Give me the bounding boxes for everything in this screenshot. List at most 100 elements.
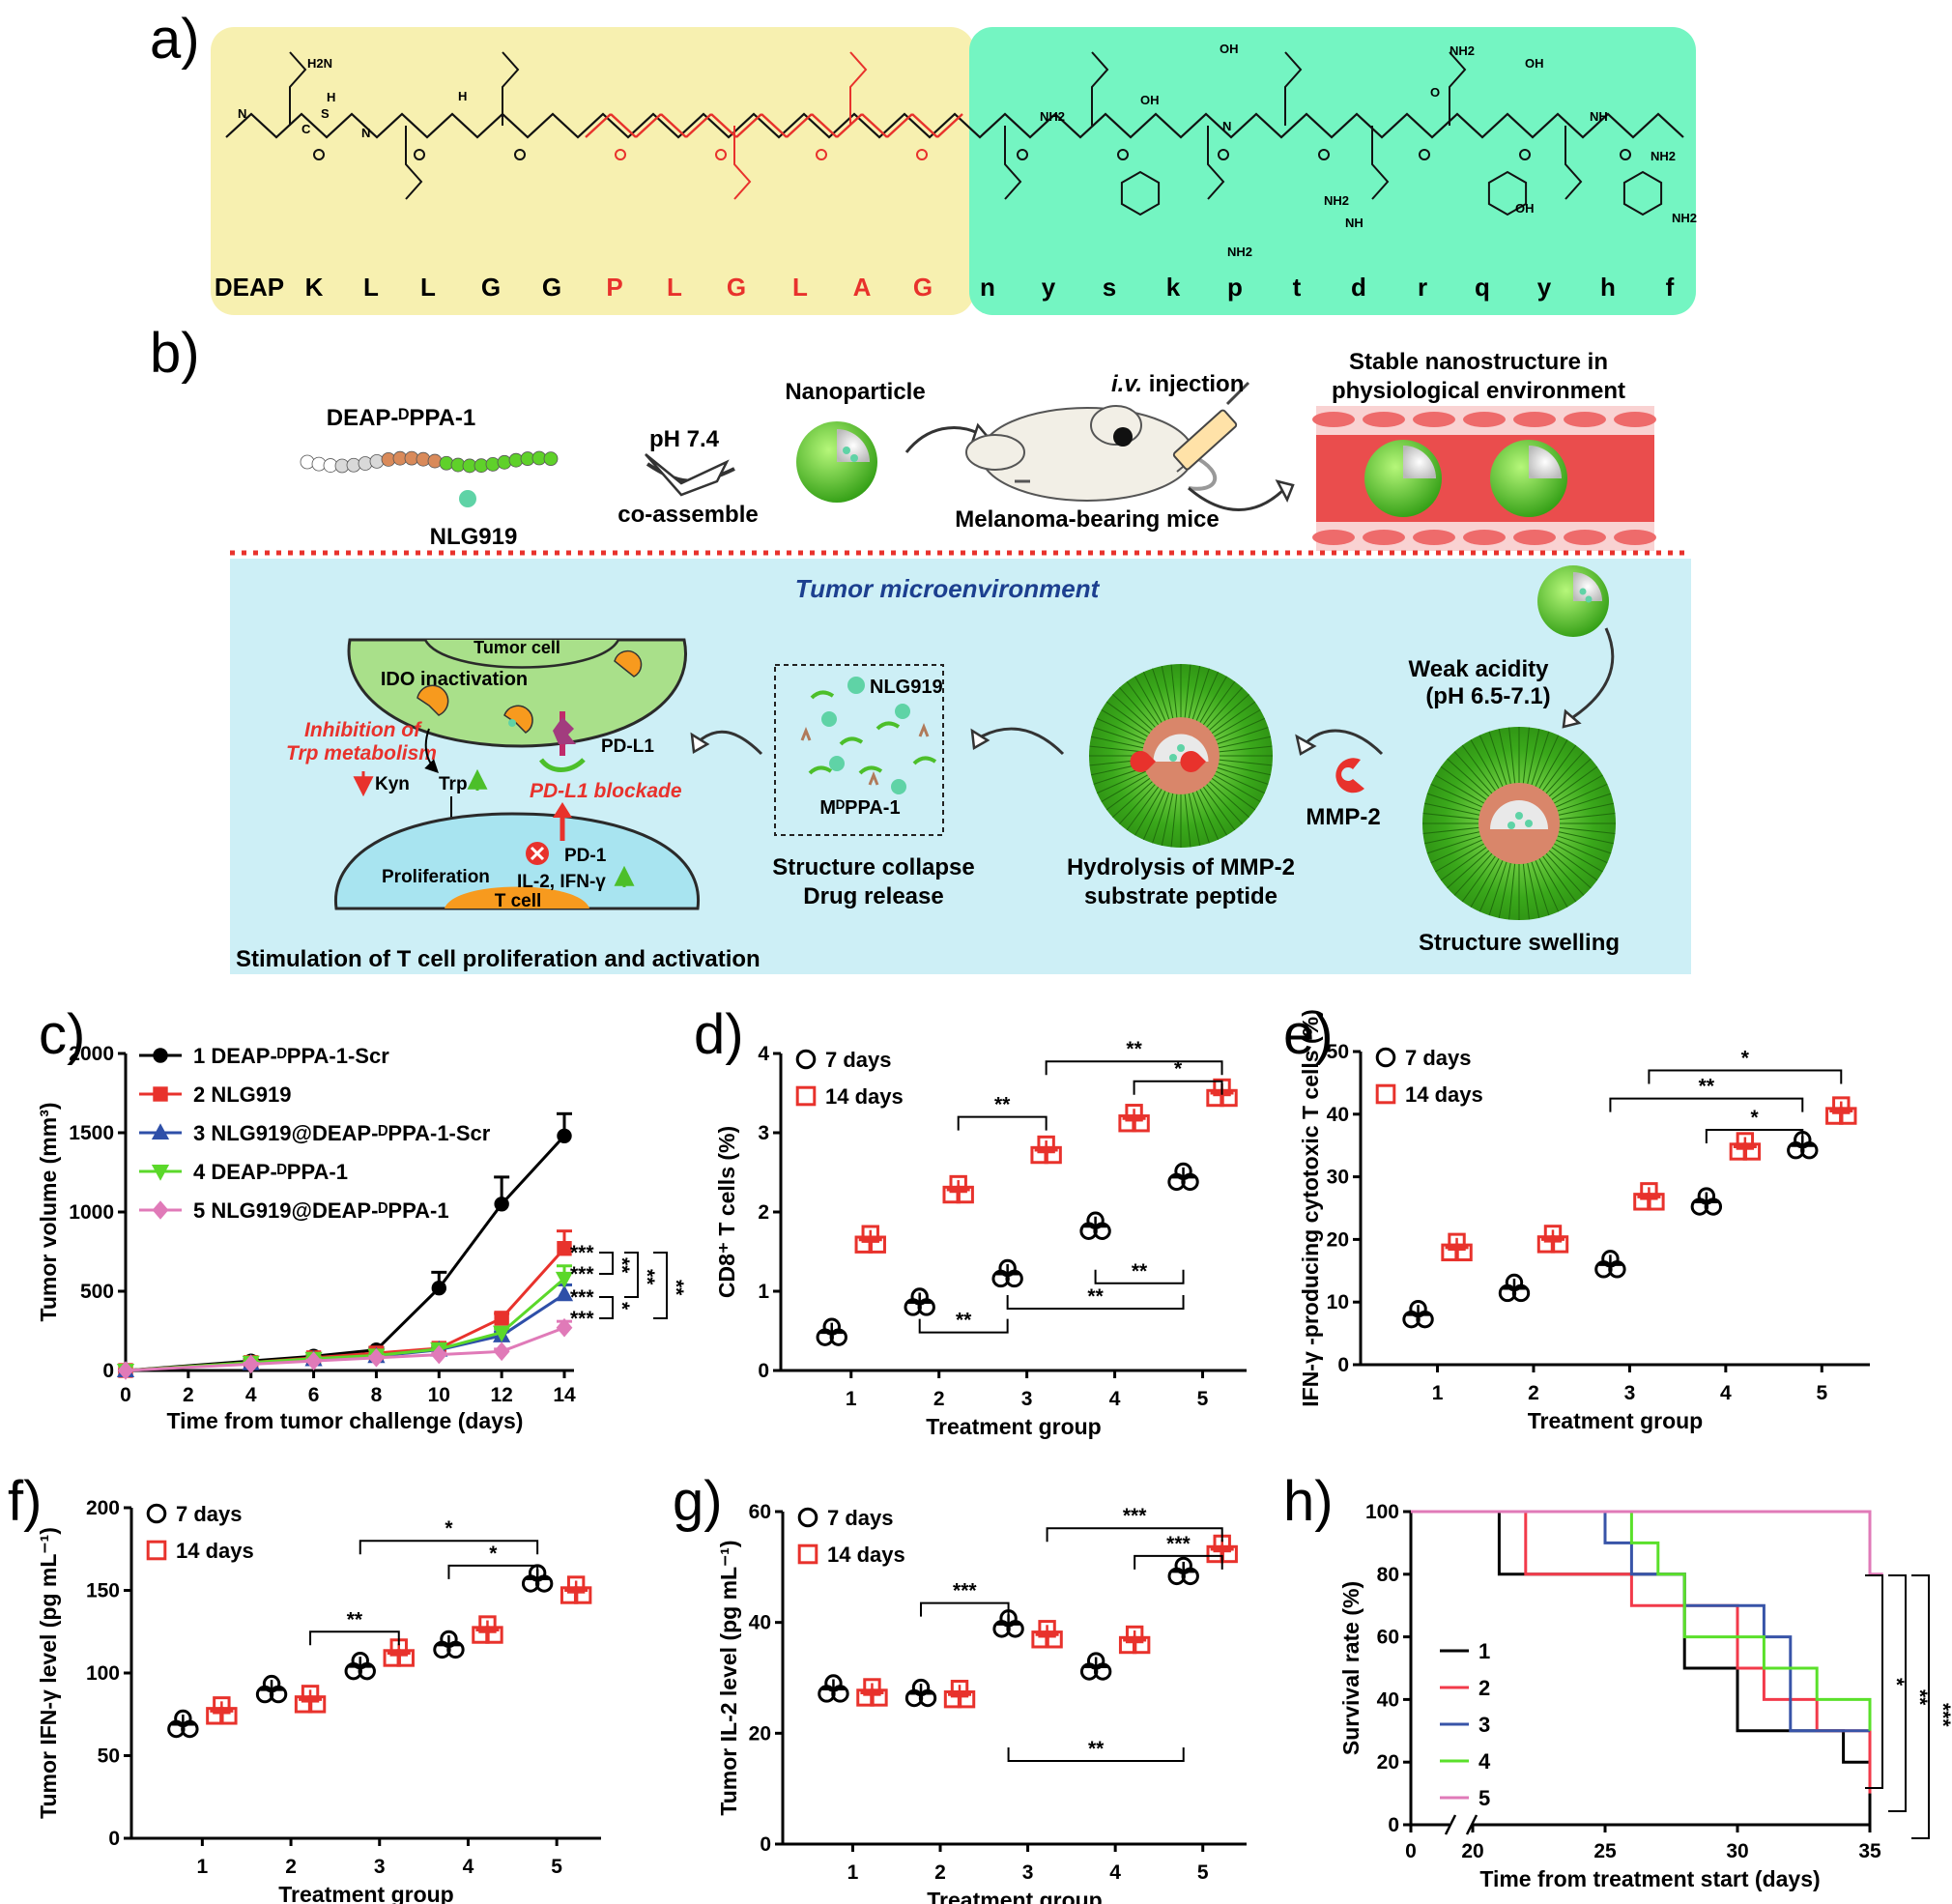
sequence-residue: f xyxy=(1666,273,1675,302)
data-point xyxy=(1697,1187,1716,1205)
shell-chain xyxy=(1183,664,1191,724)
y-tick-label: 200 xyxy=(86,1497,120,1519)
shell-chain xyxy=(1112,776,1158,818)
data-point xyxy=(1213,1078,1231,1097)
shell-chain xyxy=(1119,687,1161,733)
endothelial-cell xyxy=(1463,412,1506,427)
shell-chain xyxy=(1152,786,1172,844)
green-segment-box xyxy=(969,27,1696,315)
endothelial-cell xyxy=(1564,412,1606,427)
x-tick-label: 1 xyxy=(197,1856,209,1878)
significance-label: *** xyxy=(570,1286,594,1309)
y-tick-label: 2000 xyxy=(69,1043,114,1065)
side-chain-bond xyxy=(1091,51,1109,126)
shell-chain xyxy=(1152,668,1172,726)
y-tick-label: 100 xyxy=(86,1662,120,1685)
released-drug xyxy=(891,779,906,794)
small-nanoparticle-icon xyxy=(1537,565,1609,637)
legend-marker xyxy=(146,1540,167,1561)
shell-chain xyxy=(1187,787,1201,847)
nlg919-dot-icon xyxy=(459,490,476,507)
legend-label: 3 xyxy=(1478,1713,1490,1737)
yellow-segment-box xyxy=(211,27,974,315)
arrow-3-icon xyxy=(1188,486,1287,511)
structure-atom-label: OH xyxy=(1220,42,1239,56)
data-point xyxy=(1448,1232,1466,1252)
x-tick-label: 35 xyxy=(1858,1840,1881,1862)
data-point xyxy=(1832,1096,1851,1114)
data-point xyxy=(1640,1182,1658,1200)
significance-label: *** xyxy=(953,1580,977,1602)
x-tick-label: 4 xyxy=(1720,1382,1732,1404)
legend-label: 14 days xyxy=(176,1539,254,1563)
shell-chain xyxy=(1551,833,1612,854)
y-tick-label: 1000 xyxy=(69,1201,114,1224)
data-point xyxy=(998,1258,1017,1278)
legend-marker xyxy=(795,1049,817,1070)
x-tick-label: 12 xyxy=(490,1384,512,1406)
endothelial-cell xyxy=(1463,530,1506,545)
shell-chain xyxy=(1525,856,1540,918)
shell-chain xyxy=(1422,813,1486,821)
peptide-bead xyxy=(427,453,443,469)
inhibition-label-2: Trp metabolism xyxy=(286,742,437,764)
legend-label: 1 xyxy=(1478,1639,1490,1663)
structure-atom-label: NH2 xyxy=(1227,245,1252,259)
shell-chain xyxy=(1126,781,1163,831)
significance-label: * xyxy=(1750,1107,1759,1129)
chart-f: 0 50 100 150 200 1 2 3 4 5 Treatment group Tumor IF… xyxy=(36,1497,601,1904)
shell-chain xyxy=(1440,843,1492,881)
carbonyl-oxygen xyxy=(1620,149,1631,160)
data-point xyxy=(1505,1273,1524,1292)
endothelial-cell xyxy=(1312,412,1355,427)
side-chain-bond xyxy=(1284,51,1303,126)
survival-curve xyxy=(1411,1510,1883,1576)
nanoparticle-core xyxy=(1403,446,1436,478)
significance-label: * xyxy=(445,1517,453,1540)
box-nlg-dot-icon xyxy=(847,677,865,694)
endothelial-cell xyxy=(1413,530,1455,545)
data-point xyxy=(301,1685,320,1703)
shell-chain xyxy=(1199,781,1236,831)
shell-chain xyxy=(1105,701,1156,737)
endothelial-cell xyxy=(1614,412,1656,427)
shell-chain xyxy=(1426,833,1487,854)
ido-enzyme-icons xyxy=(416,649,643,734)
shell-chain xyxy=(1206,701,1256,737)
significance-bracket xyxy=(447,1564,539,1579)
pdl1-blockade-label: PD-L1 blockade xyxy=(530,780,682,802)
shell-chain xyxy=(1552,829,1614,845)
panel-a: a) H2NNCSHNHOHNH2OHNH2NH2OHOHNNHNH2ONH2N… xyxy=(150,8,1697,315)
data-point xyxy=(566,1575,586,1594)
significance-label: * xyxy=(489,1543,498,1565)
sequence-residue: k xyxy=(1166,273,1181,302)
acidity-label-2: (pH 6.5-7.1) xyxy=(1425,683,1550,709)
shell-chain xyxy=(1532,735,1560,793)
acidity-label-1: Weak acidity xyxy=(1409,656,1550,682)
shell-chain xyxy=(1549,783,1608,811)
fragment-tail xyxy=(868,770,879,786)
legend-marker xyxy=(797,1507,818,1528)
significance-label: ** xyxy=(1087,1285,1104,1308)
legend-label: 4 DEAP-ᴰPPA-1 xyxy=(193,1160,348,1184)
arrow-hydrolysis-icon xyxy=(977,727,1065,756)
shell-chain xyxy=(1424,802,1486,818)
backbone-bond xyxy=(225,112,1684,139)
pd1-receptor-icon xyxy=(553,802,572,841)
shell-chain xyxy=(1440,765,1492,804)
x-axis-label: Treatment group xyxy=(278,1882,453,1904)
shell-chain xyxy=(1170,664,1179,724)
blocked-icon xyxy=(526,842,549,865)
x-tick-label: 2 xyxy=(933,1388,945,1410)
significance-bracket xyxy=(1911,1574,1930,1839)
shell-chain xyxy=(1097,717,1152,743)
side-chain-bond xyxy=(502,51,520,126)
sequence-residue: p xyxy=(1227,273,1243,302)
shell-chain xyxy=(1190,668,1210,726)
y-tick-label: 50 xyxy=(98,1745,120,1768)
stimulation-label: Stimulation of T cell proliferation and … xyxy=(236,946,761,972)
x-tick-label: 1 xyxy=(847,1861,859,1884)
significance-label: ** xyxy=(347,1608,363,1630)
sequence-residue: L xyxy=(420,273,436,302)
carbonyl-oxygen xyxy=(615,149,626,160)
